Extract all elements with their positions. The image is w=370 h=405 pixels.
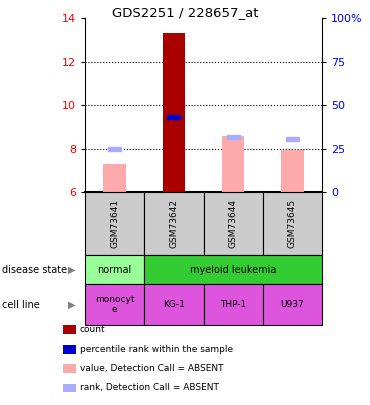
Text: ▶: ▶ [68,300,76,309]
Text: myeloid leukemia: myeloid leukemia [190,265,276,275]
Text: normal: normal [98,265,132,275]
Text: count: count [80,325,105,334]
Bar [226,135,240,139]
Bar [222,136,244,192]
Bar [286,137,299,141]
Text: GSM73642: GSM73642 [169,199,178,248]
Text: disease state: disease state [2,265,67,275]
Bar [163,34,185,192]
Text: KG-1: KG-1 [163,300,185,309]
Text: value, Detection Call = ABSENT: value, Detection Call = ABSENT [80,364,223,373]
Bar [108,147,121,151]
Text: GSM73645: GSM73645 [288,199,297,248]
Text: GSM73644: GSM73644 [229,199,238,248]
Bar [104,164,126,192]
Text: THP-1: THP-1 [220,300,246,309]
Text: U937: U937 [280,300,304,309]
Text: GSM73641: GSM73641 [110,199,119,248]
Text: monocyt
e: monocyt e [95,295,134,314]
Bar [281,150,303,192]
Text: GDS2251 / 228657_at: GDS2251 / 228657_at [112,6,258,19]
Text: rank, Detection Call = ABSENT: rank, Detection Call = ABSENT [80,384,218,392]
Bar [167,115,181,119]
Text: percentile rank within the sample: percentile rank within the sample [80,345,233,354]
Text: cell line: cell line [2,300,40,309]
Text: ▶: ▶ [68,265,76,275]
